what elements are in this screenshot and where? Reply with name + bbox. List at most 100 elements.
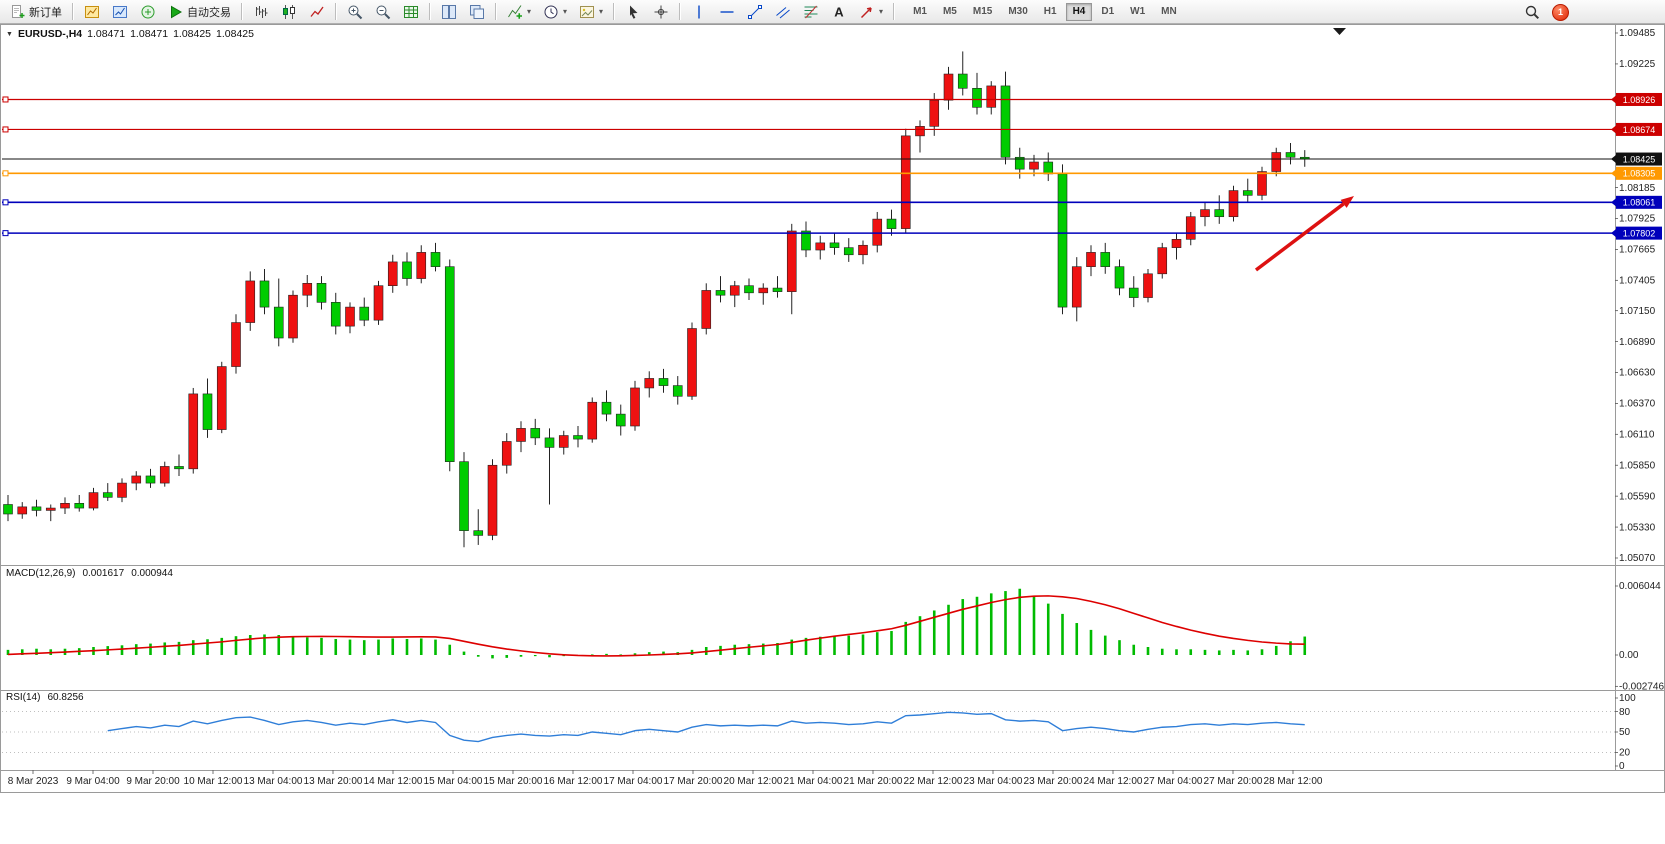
current-price-line-1.08425[interactable]: 1.08425: [2, 152, 1662, 166]
svg-text:0: 0: [1619, 761, 1625, 772]
tile-windows-button[interactable]: [436, 2, 462, 22]
template-icon: [579, 4, 595, 20]
zoom-in-icon: [347, 4, 363, 20]
dropdown-caret-icon: ▾: [599, 7, 604, 16]
trendline-button[interactable]: [742, 2, 768, 22]
horizontal-line-button[interactable]: [714, 2, 740, 22]
vertical-line-button[interactable]: [686, 2, 712, 22]
timeframe-h1[interactable]: H1: [1037, 3, 1064, 21]
line-chart-button[interactable]: [304, 2, 330, 22]
toolbar-separator: [72, 3, 74, 20]
high-value: 1.08471: [130, 28, 169, 40]
hline-1.08305[interactable]: 1.08305: [2, 166, 1662, 180]
hline-1.08674[interactable]: 1.08674: [2, 122, 1662, 136]
timeframe-w1[interactable]: W1: [1123, 3, 1152, 21]
timeframe-m1[interactable]: M1: [906, 3, 934, 21]
template-button[interactable]: ▾: [574, 2, 608, 22]
candlestick-chart-button[interactable]: [276, 2, 302, 22]
svg-text:1.06370: 1.06370: [1619, 399, 1656, 410]
auto-trading-button[interactable]: 自动交易: [163, 2, 236, 22]
svg-text:1.09485: 1.09485: [1619, 28, 1656, 39]
time-axis[interactable]: 8 Mar 2023 9 Mar 04:00 9 Mar 20:00 10 Mar 1…: [8, 770, 1323, 787]
period-button[interactable]: ▾: [538, 2, 572, 22]
svg-text:1.07665: 1.07665: [1619, 245, 1656, 256]
close-value: 1.08425: [216, 28, 254, 40]
svg-text:8 Mar 2023: 8 Mar 2023: [8, 776, 59, 787]
svg-text:10 Mar 12:00: 10 Mar 12:00: [184, 776, 243, 787]
notification-badge[interactable]: 1: [1552, 3, 1569, 21]
timeframe-d1[interactable]: D1: [1094, 3, 1121, 21]
add-indicator-button[interactable]: ▾: [502, 2, 536, 22]
text-icon: A: [831, 4, 847, 20]
hline-1.07802[interactable]: 1.07802: [2, 226, 1662, 240]
svg-text:13 Mar 04:00: 13 Mar 04:00: [244, 776, 303, 787]
timeframe-m30[interactable]: M30: [1001, 3, 1034, 21]
price-axis[interactable]: 1.09485 1.09225 1.08185 1.07925 1.07665 1.074…: [1615, 28, 1656, 564]
new-order-icon: [10, 4, 26, 20]
toolbar-separator: [893, 3, 896, 20]
svg-text:23 Mar 04:00: 23 Mar 04:00: [964, 776, 1023, 787]
svg-text:22 Mar 12:00: 22 Mar 12:00: [904, 776, 963, 787]
svg-text:80: 80: [1619, 707, 1631, 718]
svg-text:50: 50: [1619, 727, 1631, 738]
hline-1.08061[interactable]: 1.08061: [2, 195, 1662, 209]
text-button[interactable]: A: [826, 2, 852, 22]
svg-text:27 Mar 04:00: 27 Mar 04:00: [1144, 776, 1203, 787]
toolbar-separator: [613, 3, 616, 20]
hline-icon: [719, 4, 735, 20]
dropdown-caret-icon: ▾: [879, 7, 884, 16]
search-icon: [1524, 4, 1540, 20]
clock-icon: [543, 4, 559, 20]
candlestick-series: [3, 51, 1310, 548]
zoom-in-button[interactable]: [342, 2, 368, 22]
open-value: 1.08471: [87, 28, 126, 40]
arrows-button[interactable]: ▾: [854, 2, 888, 22]
fibonacci-button[interactable]: [798, 2, 824, 22]
svg-text:20 Mar 12:00: 20 Mar 12:00: [724, 776, 783, 787]
svg-text:A: A: [834, 4, 844, 19]
cascade-windows-button[interactable]: [464, 2, 490, 22]
search-button[interactable]: [1519, 2, 1545, 22]
svg-text:1.08425: 1.08425: [1623, 154, 1656, 164]
svg-text:1.08674: 1.08674: [1623, 125, 1656, 135]
auto-scroll-marker[interactable]: [1333, 28, 1346, 35]
svg-text:-0.002746: -0.002746: [1619, 682, 1664, 693]
svg-text:16 Mar 12:00: 16 Mar 12:00: [544, 776, 603, 787]
svg-text:1.08926: 1.08926: [1623, 95, 1656, 105]
timeframe-m5[interactable]: M5: [936, 3, 964, 21]
play-icon: [168, 4, 184, 20]
svg-text:1.08185: 1.08185: [1619, 183, 1656, 194]
svg-text:21 Mar 20:00: 21 Mar 20:00: [844, 776, 903, 787]
channel-button[interactable]: [770, 2, 796, 22]
timeframe-mn[interactable]: MN: [1154, 3, 1184, 21]
crosshair-button[interactable]: [648, 2, 674, 22]
svg-text:1.05330: 1.05330: [1619, 522, 1656, 533]
chart-profiles-button[interactable]: [107, 2, 133, 22]
svg-text:21 Mar 04:00: 21 Mar 04:00: [784, 776, 843, 787]
svg-text:9 Mar 20:00: 9 Mar 20:00: [126, 776, 180, 787]
new-order-button[interactable]: 新订单: [5, 2, 67, 22]
cursor-button[interactable]: [620, 2, 646, 22]
rsi-name: RSI(14): [6, 692, 41, 703]
hline-1.08926[interactable]: 1.08926: [2, 92, 1662, 106]
new-chart-icon: [84, 4, 100, 20]
svg-text:20: 20: [1619, 748, 1631, 759]
new-chart-button[interactable]: [79, 2, 105, 22]
zoom-out-button[interactable]: [370, 2, 396, 22]
bar-chart-button[interactable]: [248, 2, 274, 22]
timeframe-h4[interactable]: H4: [1065, 2, 1093, 21]
data-window-button[interactable]: [135, 2, 161, 22]
chart-menu-icon[interactable]: ▼: [6, 30, 13, 38]
svg-text:1.07802: 1.07802: [1623, 229, 1656, 239]
toolbar-right: 1: [1518, 2, 1569, 22]
data-window-icon: [140, 4, 156, 20]
svg-text:0.006044: 0.006044: [1619, 581, 1661, 592]
low-value: 1.08425: [173, 28, 212, 40]
svg-text:1.05070: 1.05070: [1619, 553, 1656, 564]
toolbar-separator: [679, 3, 682, 20]
grid-button[interactable]: [398, 2, 424, 22]
timeframe-m15[interactable]: M15: [966, 3, 999, 21]
svg-text:1.08061: 1.08061: [1623, 198, 1656, 208]
trend-arrow-annotation[interactable]: [1254, 196, 1354, 272]
